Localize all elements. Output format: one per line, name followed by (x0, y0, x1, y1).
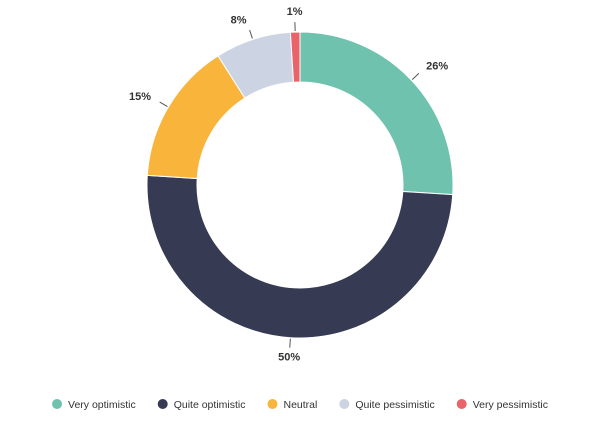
value-label: 8% (231, 14, 247, 26)
legend-marker (52, 399, 63, 409)
legend-marker (339, 399, 350, 409)
legend-label: Very optimistic (68, 399, 136, 411)
legend-label: Neutral (283, 399, 317, 411)
slice (299, 31, 454, 196)
leader-line (289, 338, 291, 348)
legend-label: Quite optimistic (174, 399, 246, 411)
leader-line (411, 73, 420, 80)
value-label: 50% (278, 352, 300, 364)
legend-marker (267, 399, 278, 409)
legend-marker (456, 399, 467, 409)
value-label: 15% (129, 91, 151, 103)
leader-line (159, 101, 168, 108)
legend-marker (157, 399, 168, 409)
leader-line (249, 29, 253, 39)
value-label: 1% (287, 6, 303, 18)
slice (289, 31, 301, 83)
legend-label: Quite pessimistic (355, 399, 434, 411)
legend-label: Very pessimistic (473, 399, 548, 411)
value-label: 26% (426, 60, 448, 72)
slice (146, 174, 454, 339)
